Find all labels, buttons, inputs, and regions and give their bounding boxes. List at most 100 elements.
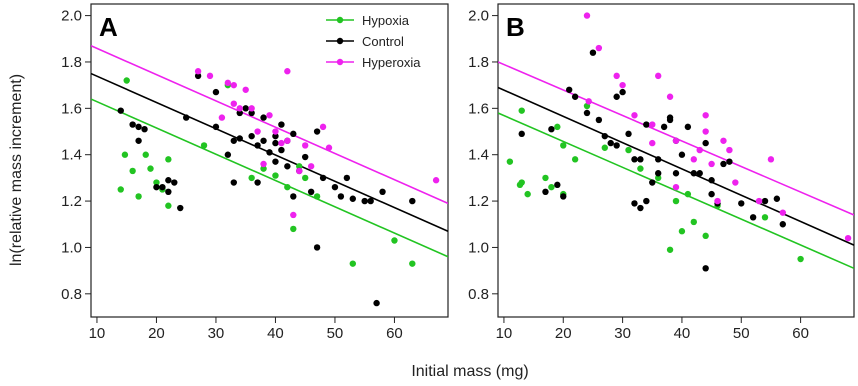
point-control — [331, 183, 339, 191]
x-tick-label: 40 — [674, 325, 691, 342]
point-hypoxia — [142, 151, 149, 158]
x-tick-label: 50 — [733, 325, 750, 342]
point-control — [284, 163, 291, 170]
point-control — [236, 109, 243, 117]
point-hyperoxia — [649, 139, 656, 147]
point-hyperoxia — [585, 98, 592, 105]
point-hypoxia — [153, 179, 160, 186]
point-hyperoxia — [432, 177, 440, 184]
point-hypoxia — [518, 179, 525, 186]
point-control — [212, 123, 220, 131]
point-control — [266, 149, 273, 156]
x-tick-label: 60 — [792, 325, 809, 342]
point-hyperoxia — [290, 211, 297, 219]
point-hyperoxia — [708, 160, 715, 168]
point-control — [571, 93, 579, 100]
point-control — [165, 177, 172, 184]
point-control — [361, 197, 368, 205]
point-hyperoxia — [666, 93, 674, 100]
point-control — [583, 109, 591, 117]
point-hypoxia — [296, 163, 303, 170]
y-tick-label: 1.2 — [468, 193, 489, 210]
point-hyperoxia — [613, 72, 620, 80]
point-hypoxia — [200, 142, 208, 149]
point-control — [171, 179, 178, 186]
point-control — [672, 170, 680, 177]
point-control — [272, 139, 279, 147]
point-control — [708, 177, 715, 184]
point-hypoxia — [129, 167, 136, 175]
point-hypoxia — [313, 193, 321, 200]
point-control — [726, 158, 733, 165]
point-control — [666, 114, 674, 121]
point-hypoxia — [690, 218, 697, 226]
point-control — [230, 137, 237, 144]
point-hyperoxia — [732, 179, 739, 186]
point-hypoxia — [625, 146, 632, 154]
y-tick-label: 0.8 — [61, 286, 82, 303]
point-control — [349, 195, 356, 202]
point-control — [643, 121, 650, 128]
point-control — [117, 107, 124, 114]
point-hypoxia — [284, 183, 291, 191]
point-hypoxia — [302, 174, 309, 182]
point-control — [302, 153, 309, 161]
point-control — [319, 174, 327, 182]
point-hypoxia — [506, 158, 514, 165]
point-hyperoxia — [284, 137, 291, 144]
point-hypoxia — [548, 183, 555, 191]
point-hypoxia — [391, 237, 398, 244]
plot-area — [498, 12, 854, 272]
point-hyperoxia — [714, 197, 721, 205]
point-hypoxia — [542, 174, 549, 182]
point-control — [272, 158, 279, 165]
point-control — [248, 132, 255, 140]
point-hyperoxia — [319, 123, 327, 131]
point-control — [236, 135, 243, 142]
point-control — [183, 114, 190, 121]
point-control — [129, 121, 136, 128]
point-hyperoxia — [631, 112, 638, 119]
x-tick-label: 60 — [386, 325, 403, 342]
point-hypoxia — [147, 165, 154, 172]
legend-label-hypoxia: Hypoxia — [362, 13, 410, 28]
legend-label-hyperoxia: Hyperoxia — [362, 55, 421, 70]
point-hyperoxia — [284, 68, 291, 75]
legend-marker-control — [336, 37, 344, 45]
y-tick-label: 1.2 — [61, 193, 82, 210]
x-tick-label: 20 — [148, 325, 165, 342]
point-control — [230, 179, 237, 186]
point-hyperoxia — [619, 81, 626, 89]
fit-line-hypoxia — [498, 112, 854, 270]
point-control — [595, 116, 603, 124]
point-hyperoxia — [595, 44, 603, 52]
point-control — [409, 197, 416, 205]
point-hyperoxia — [767, 156, 775, 163]
x-tick-label: 30 — [614, 325, 631, 342]
point-control — [548, 126, 555, 133]
point-control — [248, 109, 255, 117]
point-control — [290, 130, 297, 138]
point-control — [678, 151, 686, 158]
point-hypoxia — [117, 186, 124, 193]
point-control — [313, 244, 321, 251]
point-control — [773, 195, 781, 202]
point-control — [542, 188, 549, 195]
x-axis-label: Initial mass (mg) — [411, 363, 528, 380]
point-hypoxia — [554, 123, 561, 131]
y-tick-label: 1.4 — [468, 147, 489, 164]
panel-label: A — [99, 12, 118, 42]
point-control — [589, 49, 597, 56]
point-hyperoxia — [236, 105, 243, 112]
x-tick-label: 10 — [89, 325, 106, 342]
point-control — [224, 151, 232, 158]
point-control — [260, 137, 267, 144]
point-hyperoxia — [230, 81, 237, 89]
point-control — [254, 142, 261, 149]
point-control — [649, 179, 656, 186]
point-control — [720, 160, 727, 168]
point-control — [278, 146, 285, 154]
point-hyperoxia — [224, 79, 232, 87]
legend: Hypoxia Control Hyperoxia — [326, 13, 421, 70]
point-hyperoxia — [248, 105, 255, 112]
